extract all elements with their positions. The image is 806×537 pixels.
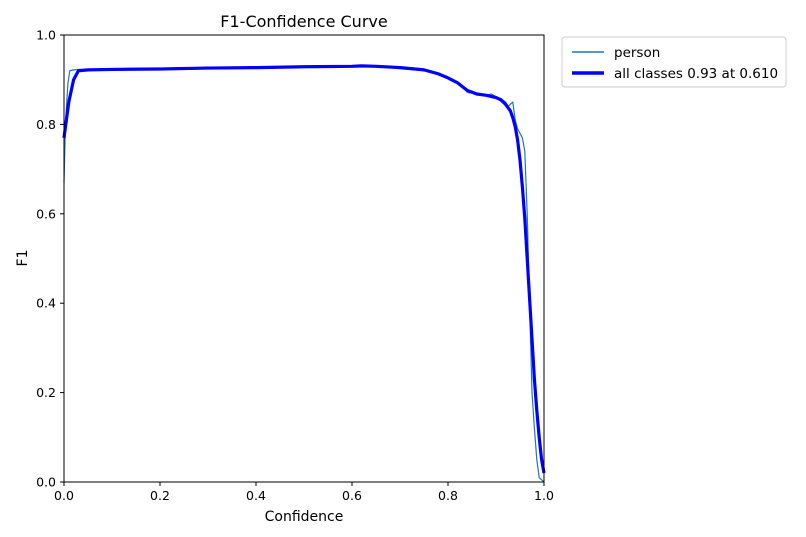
x-tick-label: 0.8 bbox=[438, 488, 458, 503]
y-tick-label: 1.0 bbox=[36, 28, 56, 43]
x-axis-label: Confidence bbox=[265, 509, 344, 525]
x-tick-label: 0.2 bbox=[150, 488, 170, 503]
x-tick-label: 0.6 bbox=[342, 488, 362, 503]
series-line-all-classes bbox=[62, 64, 546, 474]
y-tick-label: 0.4 bbox=[36, 296, 56, 311]
legend: person all classes 0.93 at 0.610 bbox=[561, 36, 787, 88]
legend-label-all-classes: all classes 0.93 at 0.610 bbox=[614, 66, 778, 82]
y-axis-label: F1 bbox=[15, 250, 31, 267]
y-axis-ticks: 0.0 0.2 0.4 0.6 0.8 1.0 bbox=[36, 28, 64, 490]
x-axis-ticks: 0.0 0.2 0.4 0.6 0.8 1.0 bbox=[54, 482, 554, 503]
x-tick-label: 0.0 bbox=[54, 488, 74, 503]
legend-frame bbox=[561, 36, 787, 88]
plot-frame bbox=[63, 34, 545, 483]
y-tick-label: 0.0 bbox=[36, 475, 56, 490]
y-tick-label: 0.2 bbox=[36, 385, 56, 400]
y-tick-label: 0.6 bbox=[36, 206, 56, 221]
x-tick-label: 1.0 bbox=[534, 488, 554, 503]
chart-title: F1-Confidence Curve bbox=[220, 12, 387, 31]
x-tick-label: 0.4 bbox=[246, 488, 266, 503]
legend-label-person: person bbox=[614, 45, 660, 61]
series-layer bbox=[62, 64, 546, 483]
y-tick-label: 0.8 bbox=[36, 117, 56, 132]
